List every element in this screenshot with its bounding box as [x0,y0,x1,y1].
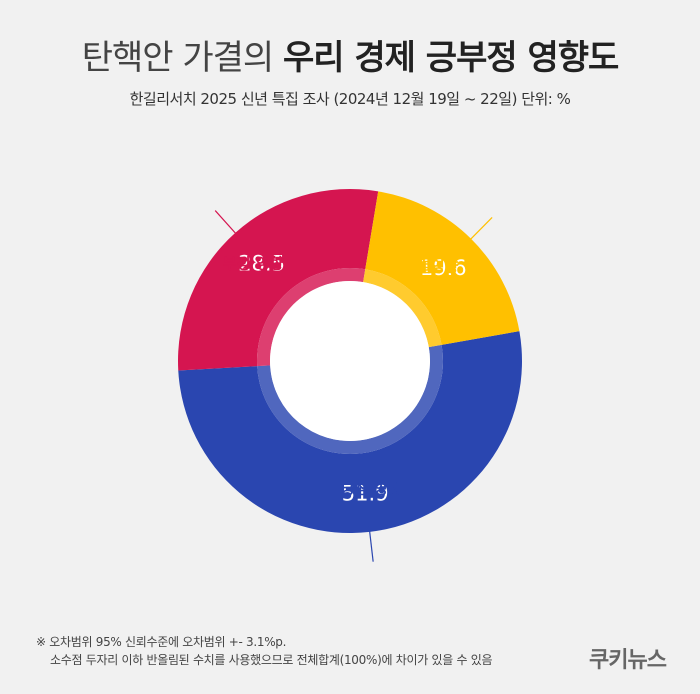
slice-2-category-label: 부정 영향 [223,255,284,273]
slice-1 [178,331,522,533]
slice-3-value-label: 19.6 [420,256,467,280]
footnote-line-2: 소수점 두자리 이하 반올림된 수치를 사용했으므로 전체합계(100%)에 차… [50,653,493,667]
chart-subtitle: 한길리서치 2025 신년 특집 조사 (2024년 12월 19일 ~ 22일… [129,90,571,108]
slice-2-inner-band [257,268,366,367]
slice-3-category-label: 별영향 없음 [417,257,491,275]
slice-2-value-label: 28.5 [238,251,285,275]
chart-title-bold: 우리 경제 긍부정 영향도 [283,38,619,78]
footnote-line-1: ※ 오차범위 95% 신뢰수준에 오차범위 +- 3.1%p. [36,635,287,649]
publisher-logo: 쿠키뉴스 [589,648,667,673]
slice-2 [177,188,379,371]
slice-1-leader-line [368,525,374,562]
slice-1-category-label: 긍정 영향 [341,480,402,498]
slice-3 [365,191,520,345]
slice-2-leader-line [214,210,240,238]
chart-title: 탄핵안 가결의 우리 경제 긍부정 영향도 [0,30,700,79]
donut-hole [270,281,430,441]
slice-1-inner-band [257,344,444,455]
chart-title-light: 탄핵안 가결의 [81,38,274,78]
slice-3-inner-band [363,269,442,348]
slice-1-value-label: 51.9 [342,482,389,506]
footnote: ※ 오차범위 95% 신뢰수준에 오차범위 +- 3.1%p. 소수점 두자리 … [36,633,492,669]
slice-3-leader-line [466,217,493,244]
